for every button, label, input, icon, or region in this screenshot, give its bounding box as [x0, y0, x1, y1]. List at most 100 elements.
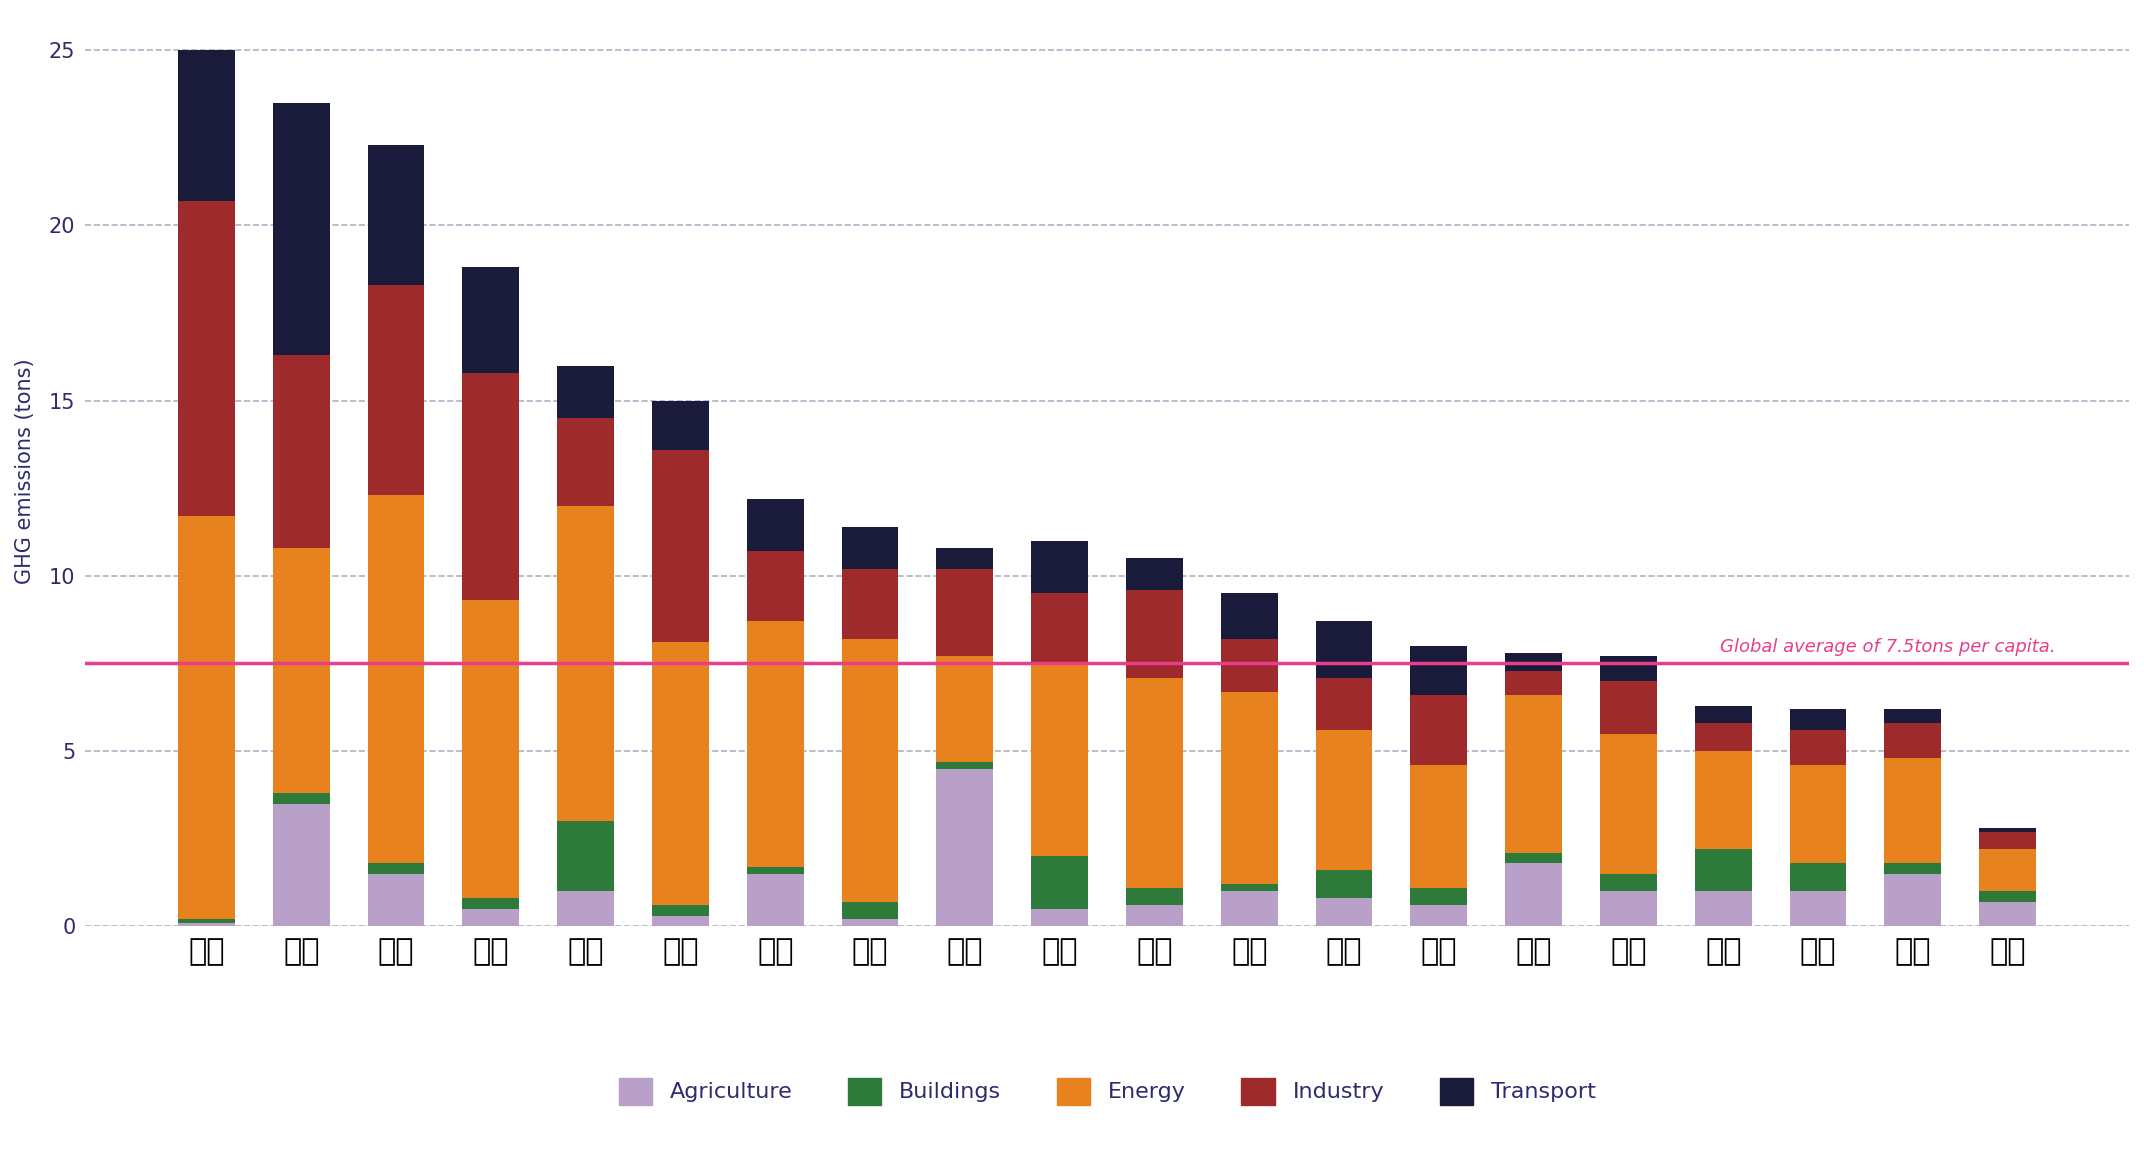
Bar	[937, 762, 993, 769]
Bar	[1885, 709, 1940, 723]
Bar	[1220, 593, 1278, 639]
Bar	[463, 909, 519, 926]
Bar	[1411, 765, 1466, 888]
Bar	[1220, 639, 1278, 691]
Bar	[1790, 765, 1846, 864]
Bar	[1505, 670, 1563, 695]
Bar	[1599, 681, 1657, 734]
Bar	[1505, 864, 1563, 926]
Bar	[1316, 899, 1372, 926]
Bar	[1790, 709, 1846, 730]
Bar	[1979, 892, 2037, 902]
Bar	[178, 200, 236, 516]
Bar	[652, 401, 710, 449]
Bar	[1316, 677, 1372, 730]
Bar	[367, 145, 425, 285]
Text: Global average of 7.5tons per capita.: Global average of 7.5tons per capita.	[1719, 638, 2056, 657]
Bar	[746, 867, 804, 874]
Bar	[178, 923, 236, 926]
Bar	[557, 821, 613, 892]
Bar	[1220, 885, 1278, 892]
Bar	[1126, 677, 1183, 888]
Bar	[1505, 852, 1563, 864]
Bar	[367, 496, 425, 864]
Bar	[652, 643, 710, 906]
Bar	[1220, 691, 1278, 885]
Bar	[1790, 730, 1846, 765]
Bar	[1126, 558, 1183, 589]
Y-axis label: GHG emissions (tons): GHG emissions (tons)	[15, 358, 34, 584]
Bar	[367, 285, 425, 496]
Bar	[843, 902, 898, 919]
Bar	[1885, 874, 1940, 926]
Bar	[1599, 657, 1657, 681]
Bar	[1031, 593, 1089, 664]
Bar	[557, 418, 613, 506]
Bar	[1411, 695, 1466, 765]
Bar	[746, 874, 804, 926]
Bar	[1885, 723, 1940, 758]
Bar	[1411, 646, 1466, 695]
Bar	[1885, 758, 1940, 864]
Bar	[1599, 874, 1657, 892]
Bar	[652, 916, 710, 926]
Bar	[272, 103, 330, 356]
Bar	[843, 527, 898, 569]
Bar	[1694, 892, 1752, 926]
Bar	[367, 874, 425, 926]
Bar	[1505, 653, 1563, 670]
Bar	[272, 804, 330, 926]
Bar	[1316, 871, 1372, 899]
Bar	[843, 639, 898, 902]
Bar	[1979, 902, 2037, 926]
Bar	[1126, 906, 1183, 926]
Bar	[463, 899, 519, 909]
Bar	[1411, 906, 1466, 926]
Bar	[367, 864, 425, 874]
Bar	[843, 569, 898, 639]
Bar	[272, 548, 330, 793]
Bar	[937, 657, 993, 762]
Bar	[1316, 730, 1372, 871]
Bar	[937, 569, 993, 657]
Bar	[1694, 723, 1752, 752]
Bar	[1031, 541, 1089, 593]
Bar	[652, 906, 710, 916]
Bar	[746, 551, 804, 622]
Bar	[463, 267, 519, 373]
Bar	[1979, 831, 2037, 849]
Bar	[1694, 705, 1752, 723]
Bar	[746, 622, 804, 867]
Bar	[557, 892, 613, 926]
Bar	[463, 373, 519, 600]
Bar	[1885, 864, 1940, 874]
Bar	[1505, 695, 1563, 852]
Bar	[1126, 888, 1183, 906]
Bar	[1411, 888, 1466, 906]
Bar	[1979, 828, 2037, 831]
Bar	[1790, 892, 1846, 926]
Bar	[1031, 664, 1089, 856]
Bar	[843, 919, 898, 926]
Bar	[1316, 622, 1372, 677]
Bar	[1790, 864, 1846, 892]
Bar	[746, 499, 804, 551]
Bar	[1031, 856, 1089, 909]
Bar	[937, 769, 993, 926]
Bar	[1031, 909, 1089, 926]
Bar	[652, 449, 710, 643]
Bar	[178, 919, 236, 923]
Bar	[178, 516, 236, 919]
Bar	[1599, 734, 1657, 874]
Bar	[272, 356, 330, 548]
Bar	[557, 506, 613, 821]
Bar	[937, 548, 993, 569]
Bar	[1979, 849, 2037, 892]
Bar	[1694, 752, 1752, 849]
Bar	[557, 366, 613, 418]
Bar	[272, 793, 330, 804]
Bar	[463, 600, 519, 899]
Bar	[1220, 892, 1278, 926]
Bar	[1126, 589, 1183, 677]
Bar	[1694, 849, 1752, 892]
